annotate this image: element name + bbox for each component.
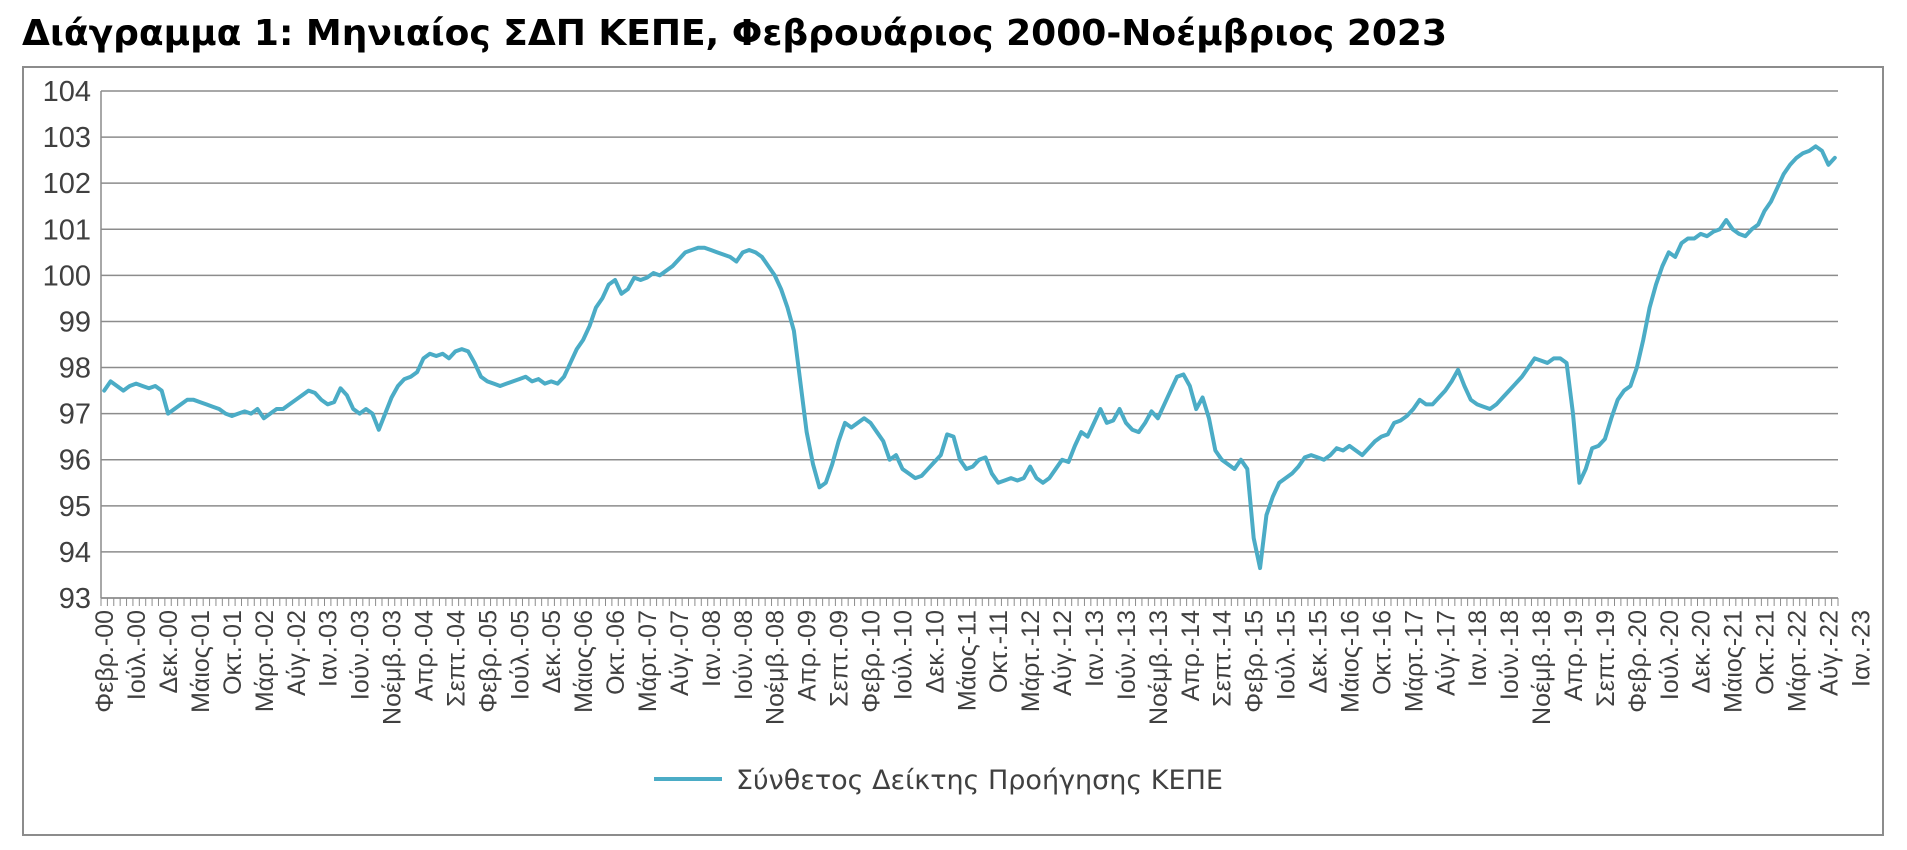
x-tick-label: Ιούν.-03 [347, 610, 375, 700]
x-tick-label: Ιούλ.-00 [123, 610, 151, 700]
x-tick-label: Μάρτ.-22 [1783, 610, 1811, 712]
axes [100, 91, 1839, 606]
x-tick-label: Μάρτ.-07 [634, 610, 662, 712]
x-tick-label: Ιαν.-13 [1081, 610, 1109, 687]
x-tick-label: Δεκ.-00 [155, 610, 183, 693]
x-axis-tick-labels: Φεβρ.-00 Ιούλ.-00 Δεκ.-00 Μάιος-01 Οκτ.-01 Μά… [91, 610, 1882, 725]
x-tick-label: Νοέμβ.-03 [379, 610, 407, 725]
x-tick-label: Ιούν.-08 [730, 610, 758, 700]
x-tick-label: Αύγ.-17 [1432, 610, 1460, 696]
x-tick-label: Οκτ.-06 [602, 610, 630, 695]
legend: Σύνθετος Δείκτης Προήγησης ΚΕΠΕ [654, 765, 1223, 796]
x-tick-label: Μάιος-01 [187, 610, 215, 713]
x-tick-label: Ιούλ.-10 [889, 610, 917, 700]
series-line [102, 144, 1837, 571]
chart-frame: 93 94 95 96 97 98 99 100 101 102 103 104 Φεβρ.-00 Ιο… [22, 66, 1884, 836]
y-tick-label: 93 [59, 583, 91, 615]
y-tick-label: 97 [59, 399, 91, 431]
y-tick-label: 103 [43, 122, 91, 154]
x-tick-label: Δεκ.-20 [1688, 610, 1716, 693]
x-tick-label: Νοέμβ.-13 [1145, 610, 1173, 725]
x-tick-label: Ιούν.-18 [1496, 610, 1524, 700]
x-tick-label: Αύγ.-22 [1815, 610, 1843, 696]
x-tick-label: Ιαν.-23 [1847, 610, 1875, 687]
x-tick-label: Αύγ.-02 [283, 610, 311, 696]
x-tick-label: Φεβρ.-00 [91, 610, 119, 713]
x-tick-label: Φεβρ.-15 [1241, 610, 1269, 713]
x-tick-label: Ιούν.-23 [1879, 610, 1882, 700]
x-tick-label: Οκτ.-21 [1752, 610, 1780, 695]
x-tick-label: Οκτ.-16 [1368, 610, 1396, 695]
y-tick-label: 98 [59, 353, 91, 385]
x-tick-label: Ιαν.-03 [315, 610, 343, 687]
x-tick-label: Μάρτ.-17 [1400, 610, 1428, 712]
x-tick-label: Μάιος-11 [953, 610, 981, 711]
x-tick-label: Απρ.-09 [794, 610, 822, 701]
x-tick-label: Νοέμβ.-08 [762, 610, 790, 725]
x-tick-label: Δεκ.-15 [1305, 610, 1333, 693]
y-tick-label: 95 [59, 491, 91, 523]
x-tick-label: Οκτ.-01 [219, 610, 247, 695]
gridlines [101, 90, 1838, 599]
y-tick-label: 99 [59, 306, 91, 338]
x-tick-label: Ιούν.-13 [1113, 610, 1141, 700]
page-title: Διάγραμμα 1: Μηνιαίος ΣΔΠ ΚΕΠΕ, Φεβρουάρ… [22, 13, 1448, 54]
x-tick-label: Νοέμβ.-18 [1528, 610, 1556, 725]
x-tick-label: Οκτ.-11 [985, 610, 1013, 693]
x-tick-label: Σεπτ.-09 [826, 610, 854, 707]
y-tick-label: 104 [43, 76, 91, 108]
y-tick-label: 100 [43, 260, 91, 292]
x-tick-label: Δεκ.-10 [921, 610, 949, 693]
y-axis-tick-labels: 93 94 95 96 97 98 99 100 101 102 103 104 [43, 76, 91, 615]
x-tick-label: Μάρτ.-02 [251, 610, 279, 712]
y-tick-label: 94 [59, 537, 91, 569]
x-tick-label: Φεβρ.-20 [1624, 610, 1652, 713]
x-tick-label: Ιαν.-08 [698, 610, 726, 687]
x-tick-label: Μάιος-21 [1720, 610, 1748, 713]
x-tick-label: Μάρτ.-12 [1017, 610, 1045, 712]
x-tick-label: Δεκ.-05 [538, 610, 566, 693]
y-tick-label: 101 [43, 214, 91, 246]
x-tick-label: Αύγ.-07 [666, 610, 694, 696]
x-tick-label: Ιαν.-18 [1464, 610, 1492, 687]
x-tick-label: Φεβρ.-05 [474, 610, 502, 713]
x-tick-label: Σεπτ.-04 [442, 610, 470, 707]
x-tick-label: Φεβρ.-10 [858, 610, 886, 713]
x-tick-label: Αύγ.-12 [1049, 610, 1077, 696]
x-tick-label: Ιούλ.-15 [1273, 610, 1301, 700]
legend-label: Σύνθετος Δείκτης Προήγησης ΚΕΠΕ [736, 765, 1223, 796]
x-tick-label: Απρ.-14 [1177, 610, 1205, 701]
x-tick-label: Σεπτ.-14 [1209, 610, 1237, 707]
x-tick-label: Μάιος-06 [570, 610, 598, 713]
x-tick-label: Απρ.-19 [1560, 610, 1588, 701]
x-tick-label: Ιούλ.-20 [1656, 610, 1684, 700]
y-tick-label: 96 [59, 445, 91, 477]
x-tick-label: Σεπτ.-19 [1592, 610, 1620, 707]
x-tick-label: Ιούλ.-05 [506, 610, 534, 700]
y-tick-label: 102 [43, 168, 91, 200]
x-tick-label: Απρ.-04 [410, 610, 438, 701]
series-layer [102, 144, 1837, 571]
x-tick-label: Μάιος-16 [1336, 610, 1364, 713]
